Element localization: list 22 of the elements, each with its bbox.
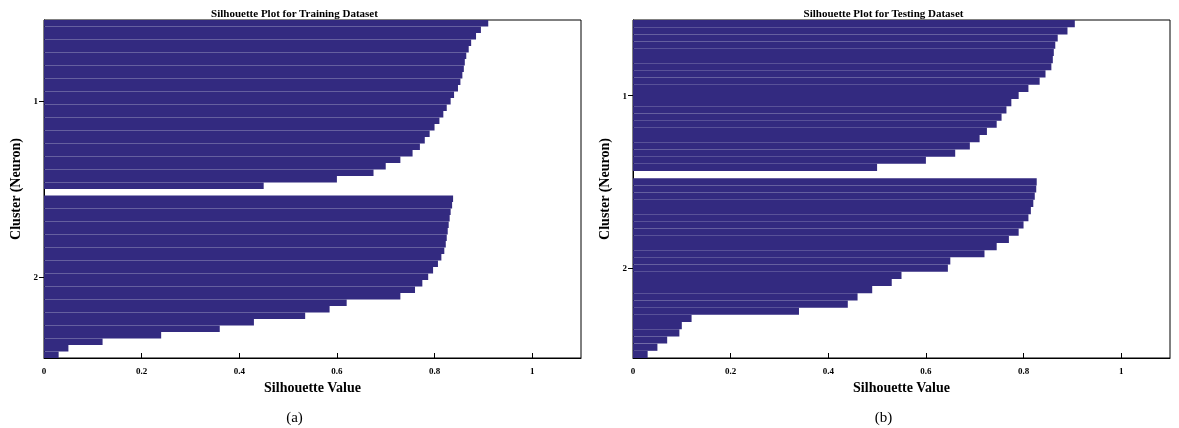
y-tick-label: 2 bbox=[622, 263, 628, 274]
y-axis-title: Cluster (Neuron) bbox=[596, 137, 613, 240]
x-tick-label: 0.2 bbox=[136, 365, 148, 376]
x-tick-label: 0.4 bbox=[233, 365, 246, 376]
x-tick-label: 0.8 bbox=[428, 365, 441, 376]
x-tick-label: 0.8 bbox=[1017, 365, 1030, 376]
chart-title: Silhouette Plot for Testing Dataset bbox=[803, 6, 964, 19]
x-tick-label: 0.2 bbox=[725, 365, 737, 376]
x-tick-label: 1 bbox=[1118, 365, 1124, 376]
x-tick-label: 0 bbox=[630, 365, 636, 376]
x-tick-label: 0.4 bbox=[822, 365, 835, 376]
x-axis-title: Silhouette Value bbox=[853, 379, 950, 395]
x-tick-label: 0.6 bbox=[920, 365, 933, 376]
y-axis-title: Cluster (Neuron) bbox=[7, 137, 24, 240]
x-axis-title: Silhouette Value bbox=[264, 379, 361, 395]
x-tick-label: 0 bbox=[41, 365, 47, 376]
text: (a) bbox=[286, 408, 303, 426]
y-tick-label: 2 bbox=[33, 271, 39, 282]
chart-title: Silhouette Plot for Training Dataset bbox=[211, 6, 379, 19]
text: (b) bbox=[874, 408, 893, 426]
x-tick-label: 1 bbox=[529, 365, 535, 376]
x-tick-label: 0.6 bbox=[331, 365, 344, 376]
